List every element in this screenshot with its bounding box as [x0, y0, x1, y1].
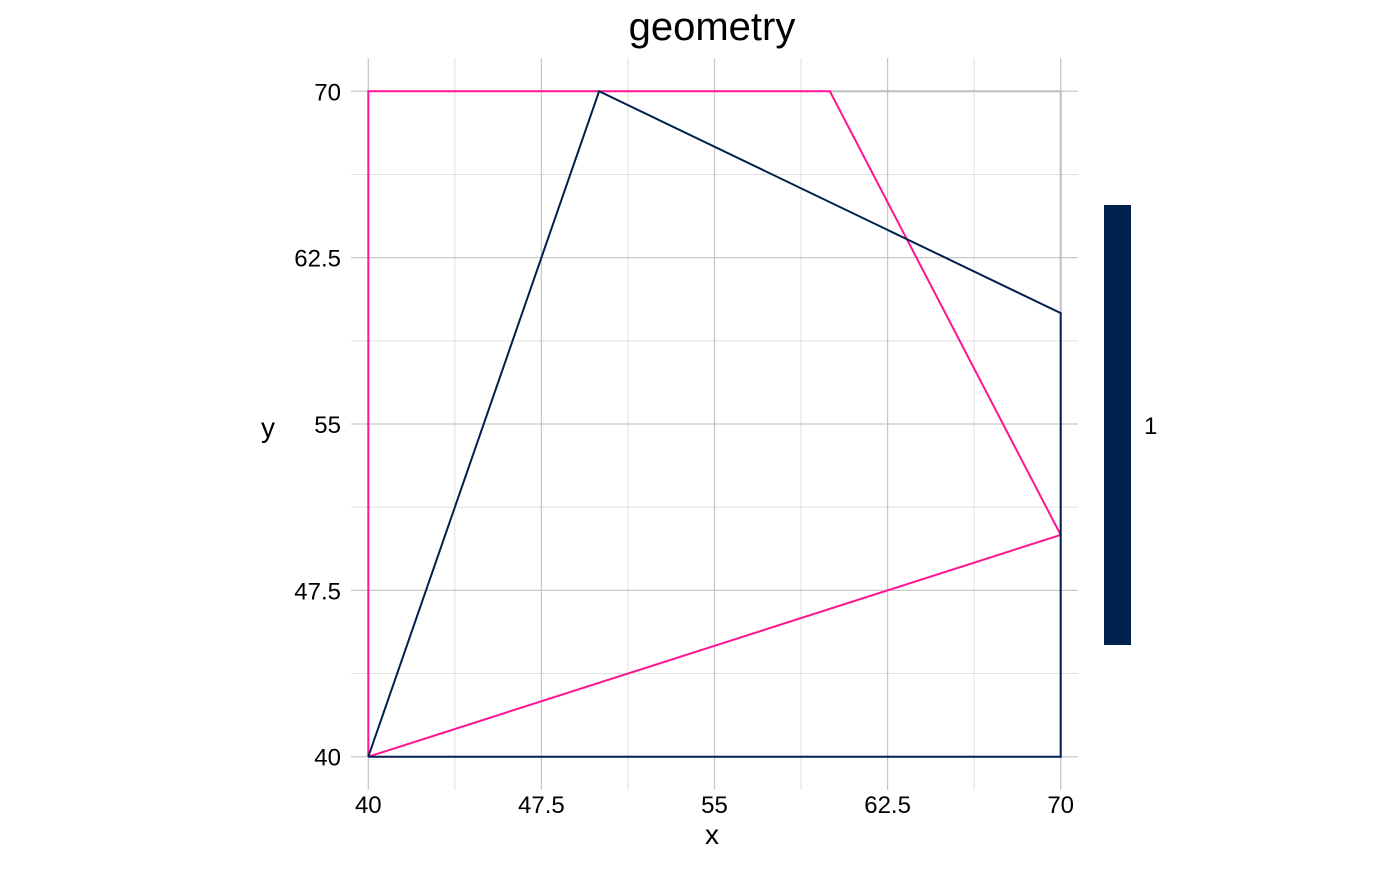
- legend-color-bar: [1104, 205, 1131, 645]
- legend: 1: [1104, 205, 1157, 645]
- x-axis-title: x: [705, 819, 719, 850]
- x-tick-label: 62.5: [864, 792, 911, 819]
- grid-layer: [351, 58, 1078, 790]
- x-tick-labels: 40 47.5 55 62.5 70: [355, 792, 1074, 819]
- y-tick-labels: 40 47.5 55 62.5 70: [294, 79, 341, 771]
- x-tick-label: 55: [701, 792, 728, 819]
- chart-title: geometry: [629, 5, 796, 49]
- y-axis-title: y: [261, 412, 275, 443]
- x-tick-label: 40: [355, 792, 382, 819]
- y-tick-label: 55: [314, 412, 341, 439]
- legend-label: 1: [1144, 413, 1157, 440]
- y-tick-label: 40: [314, 745, 341, 772]
- y-tick-label: 47.5: [294, 578, 341, 605]
- x-tick-label: 70: [1047, 792, 1074, 819]
- y-tick-label: 62.5: [294, 246, 341, 273]
- x-tick-label: 47.5: [518, 792, 565, 819]
- series-layer: [367, 89, 1063, 758]
- series-line-1: [367, 90, 1063, 758]
- series-line-2: [367, 89, 1062, 758]
- y-tick-label: 70: [314, 79, 341, 106]
